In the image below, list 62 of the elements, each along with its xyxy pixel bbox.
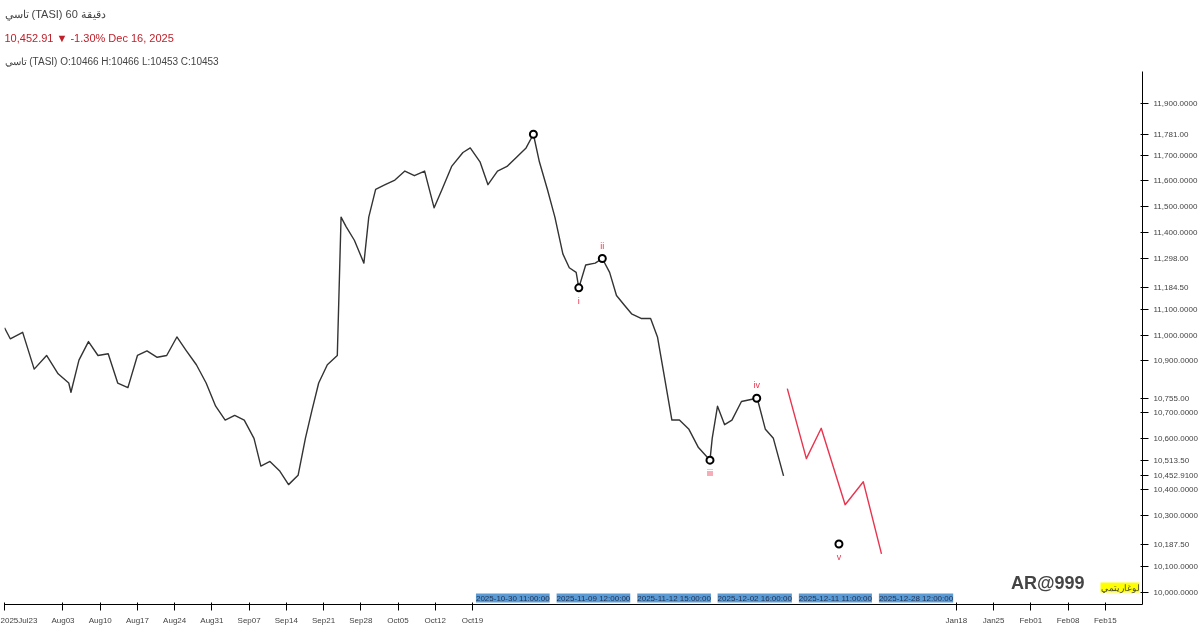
y-tick-label: 11,298.00	[1153, 254, 1190, 264]
point	[597, 254, 607, 264]
x-tick-label: Sep14	[274, 615, 299, 625]
x-tick-label: Aug24	[163, 615, 187, 625]
x-tick-label: Oct19	[461, 615, 484, 625]
y-tick-label: 11,400.0000	[1153, 227, 1198, 237]
x-tick-label: Oct05	[387, 615, 410, 625]
x-tick-label: Feb08	[1056, 615, 1080, 625]
x-tick-label: Jan18	[945, 615, 968, 625]
y-tick-label: 10,100.0000	[1153, 562, 1199, 572]
y-tick-label: 10,400.0000	[1153, 485, 1199, 495]
x-tick-label: Sep21	[312, 615, 336, 625]
y-tick-label: 10,513.50	[1153, 455, 1190, 465]
annotation: iv	[753, 380, 761, 391]
y-tick-label: 10,000.0000	[1153, 587, 1199, 597]
x-tick-label: Oct12	[424, 615, 447, 625]
x-tick-label: Feb01	[1019, 615, 1043, 625]
annotation: لوغاريتمي	[1100, 582, 1140, 594]
annotation: ii	[600, 240, 605, 251]
annotation: v	[836, 552, 842, 563]
y-tick-label: 11,900.0000	[1153, 99, 1198, 109]
y-tick-label: 11,184.50	[1153, 283, 1190, 293]
annotation: 2025-12-28 12:00:00	[878, 593, 954, 603]
x-tick-label: Aug17	[125, 615, 150, 625]
point	[705, 455, 715, 465]
annotation: 2025-11-09 12:00:00	[556, 593, 631, 603]
point	[834, 539, 844, 549]
y-tick-label: 10,900.0000	[1153, 356, 1199, 366]
annotation: AR@999	[1010, 572, 1085, 593]
x-tick-label: Jan25	[982, 615, 1006, 625]
y-tick-label: 11,500.0000	[1153, 202, 1198, 212]
point	[528, 129, 538, 139]
y-tick-label: 11,700.0000	[1153, 150, 1198, 160]
y-tick-label: 10,187.50	[1153, 539, 1190, 549]
annotation: iii	[706, 468, 713, 479]
point	[752, 393, 762, 403]
y-tick-label: 10,700.0000	[1153, 407, 1199, 417]
annotation: 2025-12-02 16:00:00	[717, 593, 793, 603]
chart-subtitle: 10,452.91 ▼ -1.30% Dec 16, 2025	[4, 31, 174, 44]
y-tick-label: 10,755.00	[1153, 393, 1190, 403]
annotation: 2025-11-12 15:00:00	[637, 593, 712, 603]
y-tick-label: 11,000.0000	[1153, 330, 1198, 340]
y-tick-label: 11,600.0000	[1153, 176, 1198, 186]
annotation: 2025-10-30 11:00:00	[475, 593, 551, 603]
line-series	[786, 387, 883, 555]
y-tick-label: 10,600.0000	[1153, 433, 1199, 443]
x-tick-label: 2025Jul23	[0, 615, 38, 625]
x-tick-label: Aug10	[88, 615, 113, 625]
x-tick-label: Aug03	[51, 615, 76, 625]
x-tick-label: Aug31	[200, 615, 225, 625]
y-tick-label: 10,452.9100	[1153, 471, 1199, 481]
x-tick-label: Sep07	[237, 615, 262, 625]
chart-title: تاسي (TASI) 60 دقيقة	[4, 7, 106, 21]
x-tick-label: Sep28	[349, 615, 373, 625]
text: تاسي (TASI) O:10466 H:10466 L:10453 C:10453	[4, 55, 220, 67]
point	[574, 283, 584, 293]
annotation: i	[577, 295, 580, 306]
y-tick-label: 10,300.0000	[1153, 510, 1199, 520]
annotation: 2025-12-11 11:00:00	[798, 593, 873, 603]
x-tick-label: Feb15	[1093, 615, 1118, 625]
y-tick-label: 11,100.0000	[1153, 304, 1198, 314]
y-tick-label: 11,781.00	[1153, 129, 1190, 139]
